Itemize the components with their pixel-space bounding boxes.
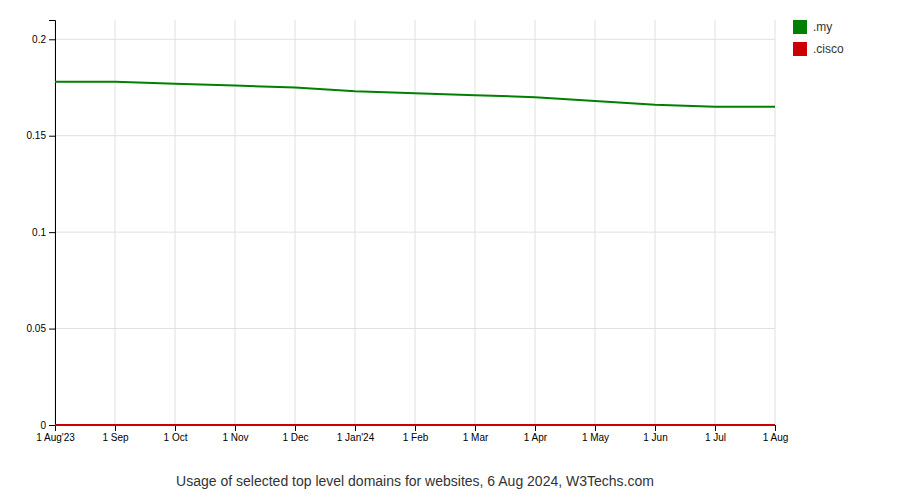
tick-label: 1 Jul bbox=[705, 432, 726, 443]
legend-label: .my bbox=[813, 20, 832, 34]
tick-label: 1 Apr bbox=[524, 432, 548, 443]
tick: 1 Aug bbox=[763, 425, 789, 443]
tick-mark bbox=[49, 232, 55, 233]
tick: 0.2 bbox=[32, 34, 55, 45]
series-line bbox=[55, 424, 775, 426]
tick-label: 1 May bbox=[582, 432, 609, 443]
series-line bbox=[55, 82, 775, 107]
tick-label: 1 Aug bbox=[763, 432, 789, 443]
axis-line bbox=[49, 21, 56, 426]
tick-label: 1 Jun bbox=[643, 432, 667, 443]
tick-label: 0.2 bbox=[32, 34, 46, 45]
tick: 1 Jan'24 bbox=[337, 425, 375, 443]
tick-label: 0.15 bbox=[27, 130, 47, 141]
tick: 1 Jun bbox=[643, 425, 667, 443]
grid-line bbox=[595, 20, 596, 425]
grid-line bbox=[475, 20, 476, 425]
tick-label: 1 Mar bbox=[463, 432, 489, 443]
tick-label: 1 Oct bbox=[164, 432, 188, 443]
legend-swatch bbox=[793, 42, 807, 56]
grid-line bbox=[775, 20, 776, 425]
legend-swatch bbox=[793, 20, 807, 34]
tick: 1 Sep bbox=[102, 425, 129, 443]
tick: 1 Mar bbox=[463, 425, 489, 443]
grid-line bbox=[55, 425, 775, 426]
grid bbox=[55, 20, 775, 425]
tick-label: 0.05 bbox=[27, 323, 47, 334]
tick-mark bbox=[775, 425, 776, 431]
tick: 0 bbox=[40, 420, 55, 431]
legend: .my .cisco bbox=[793, 20, 844, 56]
tick: 1 Apr bbox=[524, 425, 548, 443]
tick-label: 1 Nov bbox=[222, 432, 248, 443]
x-axis: 1 Aug'23 1 Sep 1 Oct 1 Nov 1 Dec 1 Jan'24 1 Fe… bbox=[36, 425, 788, 443]
tick-label: 0.1 bbox=[32, 227, 46, 238]
tick-mark bbox=[49, 39, 55, 40]
legend-item: .my bbox=[793, 20, 832, 34]
tick-label: 1 Dec bbox=[282, 432, 308, 443]
chart: 1 Aug'23 1 Sep 1 Oct 1 Nov 1 Dec 1 Jan'24 1 Fe… bbox=[0, 0, 900, 500]
tick-label: 1 Jan'24 bbox=[337, 432, 375, 443]
grid-line bbox=[715, 20, 716, 425]
tick: 0.05 bbox=[27, 323, 55, 334]
tick-mark bbox=[49, 329, 55, 330]
plot: 1 Aug'23 1 Sep 1 Oct 1 Nov 1 Dec 1 Jan'24 1 Fe… bbox=[27, 20, 789, 443]
grid-line bbox=[535, 20, 536, 425]
grid-line bbox=[295, 20, 296, 425]
grid-line bbox=[655, 20, 656, 425]
tick: 0.1 bbox=[32, 227, 55, 238]
tick-label: 1 Feb bbox=[403, 432, 429, 443]
tick: 1 Nov bbox=[222, 425, 248, 443]
tick: 1 Dec bbox=[282, 425, 308, 443]
tick: 1 Jul bbox=[705, 425, 726, 443]
tick: 1 May bbox=[582, 425, 609, 443]
series-group bbox=[55, 82, 775, 425]
tick-label: 0 bbox=[40, 420, 46, 431]
tick: 1 Oct bbox=[164, 425, 188, 443]
legend-label: .cisco bbox=[813, 42, 844, 56]
grid-line bbox=[355, 20, 356, 425]
tick-mark bbox=[49, 425, 55, 426]
tick-label: 1 Aug'23 bbox=[36, 432, 75, 443]
grid-line bbox=[175, 20, 176, 425]
axis-line bbox=[56, 426, 776, 432]
legend-item: .cisco bbox=[793, 42, 844, 56]
tick-mark bbox=[49, 136, 55, 137]
grid-line bbox=[415, 20, 416, 425]
title: Usage of selected top level domains for … bbox=[176, 473, 654, 489]
grid-line bbox=[235, 20, 236, 425]
tick-label: 1 Sep bbox=[102, 432, 129, 443]
tick: 0.15 bbox=[27, 130, 55, 141]
y-axis: 0 0.05 0.1 0.15 0.2 bbox=[27, 21, 56, 431]
tick: 1 Feb bbox=[403, 425, 429, 443]
